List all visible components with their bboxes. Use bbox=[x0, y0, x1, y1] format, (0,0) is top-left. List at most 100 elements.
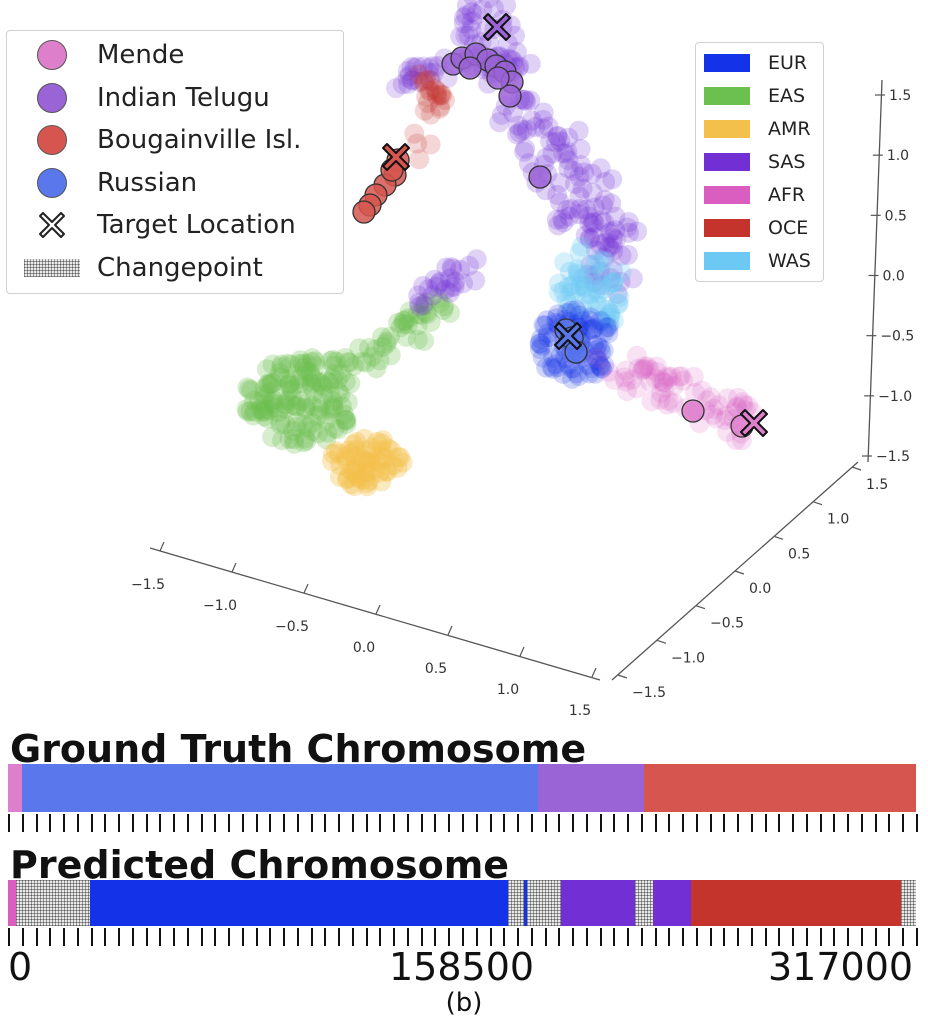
cloud-point bbox=[622, 369, 643, 390]
cloud-point bbox=[343, 355, 364, 376]
cloud-point bbox=[656, 394, 677, 415]
cloud-point bbox=[600, 237, 621, 258]
chromosome-tick bbox=[654, 814, 657, 832]
cloud-point bbox=[478, 0, 499, 9]
cloud-point bbox=[344, 476, 365, 497]
cloud-point bbox=[537, 327, 558, 348]
chromosome-tick bbox=[310, 814, 313, 832]
cloud-point bbox=[533, 118, 554, 139]
cloud-point bbox=[589, 249, 610, 270]
cloud-point bbox=[254, 384, 275, 405]
cloud-point bbox=[240, 401, 261, 422]
population-point bbox=[498, 84, 522, 108]
chromosome-tick bbox=[269, 928, 272, 946]
chromosome-tick bbox=[63, 928, 66, 946]
chromosome-tick bbox=[338, 928, 341, 946]
cloud-point bbox=[286, 396, 307, 417]
afr-cloud bbox=[587, 345, 763, 451]
cloud-point bbox=[361, 445, 382, 466]
cloud-point bbox=[586, 340, 607, 361]
chromosome-tick bbox=[145, 928, 148, 946]
cloud-point bbox=[581, 357, 602, 378]
cloud-point bbox=[371, 453, 392, 474]
y-tick bbox=[851, 466, 862, 471]
chromosome-tick bbox=[283, 928, 286, 946]
cloud-point bbox=[253, 401, 274, 422]
chromosome-tick bbox=[35, 814, 38, 832]
region-swatch bbox=[704, 186, 750, 204]
cloud-point bbox=[549, 192, 570, 213]
cloud-point bbox=[305, 351, 326, 372]
oce-cloud bbox=[404, 64, 455, 170]
cloud-point bbox=[337, 352, 358, 373]
predicted-ticks bbox=[8, 928, 918, 946]
chromosome-tick bbox=[283, 814, 286, 832]
cloud-point bbox=[584, 212, 605, 233]
cloud-point bbox=[285, 396, 306, 417]
cloud-point bbox=[610, 271, 631, 292]
cloud-point bbox=[568, 366, 589, 387]
cloud-point bbox=[575, 225, 596, 246]
cloud-point bbox=[260, 374, 281, 395]
cloud-point bbox=[489, 112, 510, 133]
chromosome-tick bbox=[819, 928, 822, 946]
chromosome-tick bbox=[76, 814, 79, 832]
x-tick bbox=[591, 667, 597, 678]
cloud-point bbox=[568, 120, 589, 141]
cloud-point bbox=[458, 255, 479, 276]
cloud-point bbox=[241, 380, 262, 401]
cloud-point bbox=[237, 377, 258, 398]
cloud-point bbox=[574, 278, 595, 299]
cloud-point bbox=[542, 143, 563, 164]
cloud-point bbox=[335, 409, 356, 430]
cloud-point bbox=[622, 268, 643, 289]
cloud-point bbox=[287, 411, 308, 432]
y-tick bbox=[734, 570, 745, 575]
cloud-point bbox=[316, 410, 337, 431]
cloud-point bbox=[589, 355, 610, 376]
chromosome-tick bbox=[544, 814, 547, 832]
z-axis-line bbox=[867, 79, 883, 463]
cloud-point bbox=[609, 287, 630, 308]
cloud-point bbox=[507, 124, 528, 145]
cloud-point bbox=[441, 257, 462, 278]
cloud-point bbox=[663, 375, 684, 396]
region-legend-label: WAS bbox=[768, 250, 811, 272]
chromosome-segment bbox=[8, 764, 23, 812]
chromosome-tick bbox=[654, 928, 657, 946]
chromosome-tick bbox=[627, 928, 630, 946]
cloud-point bbox=[254, 378, 275, 399]
cloud-point bbox=[344, 446, 365, 467]
cloud-point bbox=[430, 271, 451, 292]
chromosome-tick bbox=[764, 928, 767, 946]
cloud-point bbox=[342, 461, 363, 482]
cloud-point bbox=[429, 98, 450, 119]
cloud-point bbox=[253, 389, 274, 410]
cloud-point bbox=[420, 80, 441, 101]
cloud-point bbox=[413, 71, 434, 92]
cloud-point bbox=[611, 262, 632, 283]
cloud-point bbox=[431, 84, 452, 105]
cloud-point bbox=[602, 234, 623, 255]
cloud-point bbox=[369, 462, 390, 483]
cloud-point bbox=[579, 212, 600, 233]
cloud-point bbox=[536, 147, 557, 168]
population-legend-item: Mende bbox=[7, 35, 184, 75]
x-tick bbox=[159, 541, 165, 552]
cloud-point bbox=[646, 361, 667, 382]
chromosome-tick bbox=[406, 928, 409, 946]
cloud-point bbox=[328, 381, 349, 402]
cloud-point bbox=[602, 272, 623, 293]
cloud-point bbox=[414, 330, 435, 351]
cloud-point bbox=[283, 429, 304, 450]
cloud-point bbox=[567, 259, 588, 280]
region-legend: EUR EAS AMR SAS AFR OCE WAS bbox=[695, 42, 824, 282]
cloud-point bbox=[301, 412, 322, 433]
cloud-point bbox=[254, 393, 275, 414]
chromosome-tick bbox=[475, 928, 478, 946]
cloud-point bbox=[296, 361, 317, 382]
cloud-point bbox=[581, 319, 602, 340]
cloud-point bbox=[355, 462, 376, 483]
cloud-point bbox=[607, 284, 628, 305]
cloud-point bbox=[508, 115, 529, 136]
